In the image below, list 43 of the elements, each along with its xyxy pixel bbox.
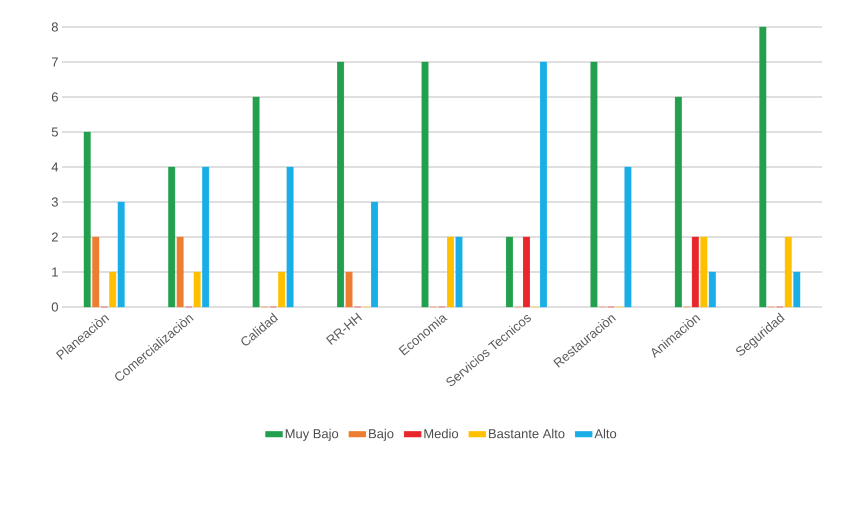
y-tick-label: 7 [52,58,58,66]
bar [168,166,176,308]
legend-label: Bastante Alto [489,428,564,438]
bar [793,272,800,308]
bar [118,202,125,308]
y-tick-label: 2 [52,232,58,242]
y-tick-label: 3 [52,197,58,207]
legend-label: Alto [594,428,616,438]
y-tick-label: 0 [52,302,58,312]
bar [674,96,682,308]
bar [252,96,260,308]
bar [337,62,344,308]
y-tick-label: 6 [52,92,58,102]
bar [202,166,210,308]
bar [84,132,91,308]
legend-label: Medio [424,428,458,438]
bar [590,62,598,308]
bar [759,26,766,308]
bar [194,272,201,308]
bar [109,272,116,308]
bar [506,236,513,308]
bar [176,236,184,308]
bar [371,202,378,308]
bar [346,272,353,308]
y-tick-label: 5 [52,127,58,137]
y-tick-label: 8 [52,22,58,32]
y-tick-label: 4 [52,162,58,172]
bar [523,236,530,308]
bar [422,62,428,308]
bar [624,166,632,308]
bar [540,62,547,308]
bar [286,166,294,308]
bar [456,236,462,308]
bar [447,236,454,308]
bar [692,236,699,308]
legend-label: Muy Bajo [286,428,338,441]
bar [784,236,792,308]
bar [278,272,286,308]
bar [700,236,708,308]
y-tick-label: 1 [52,268,58,276]
bar [708,272,716,308]
bar [92,236,100,308]
legend-label: Bajo [369,428,394,441]
